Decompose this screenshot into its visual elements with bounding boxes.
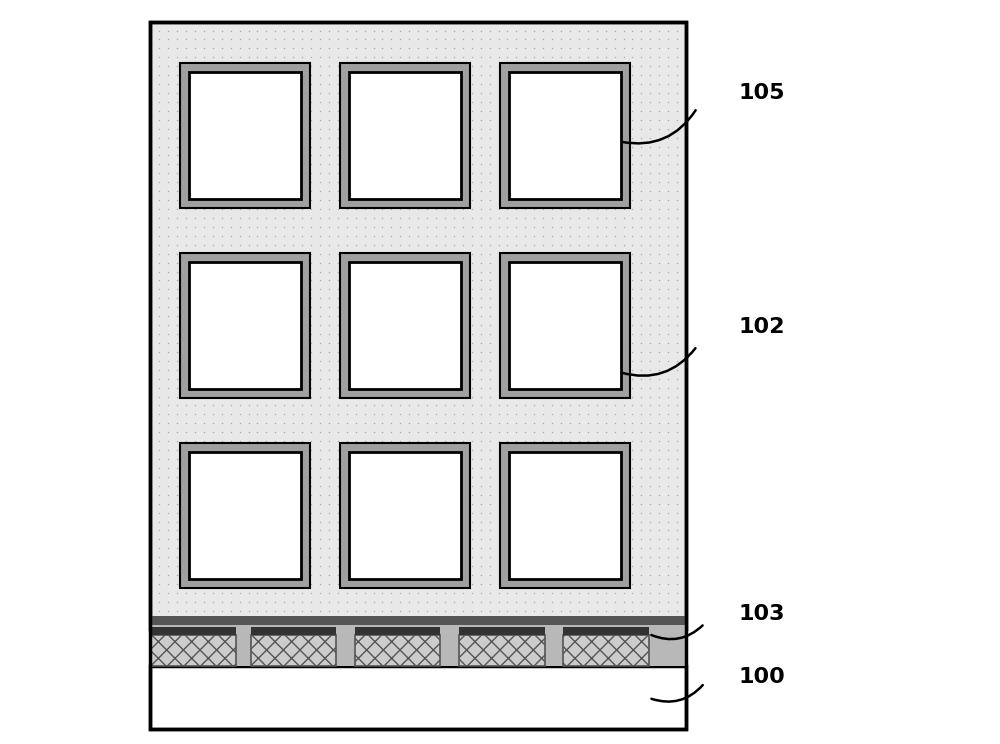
Bar	[349, 452, 461, 579]
Text: 102: 102	[738, 318, 785, 337]
Bar	[189, 262, 301, 389]
Bar	[180, 443, 310, 588]
Bar	[189, 72, 301, 199]
Bar	[509, 72, 621, 199]
Bar	[355, 635, 440, 666]
Bar	[509, 262, 621, 389]
Bar	[340, 253, 470, 398]
Bar	[340, 443, 470, 588]
Bar	[189, 262, 301, 389]
Bar	[349, 262, 461, 389]
Bar	[189, 452, 301, 579]
Bar	[150, 666, 686, 729]
Bar	[340, 63, 470, 208]
Bar	[349, 72, 461, 199]
Bar	[189, 72, 301, 199]
Bar	[500, 443, 630, 588]
Bar	[509, 72, 621, 199]
Bar	[459, 627, 545, 635]
Text: 103: 103	[738, 604, 785, 623]
Bar	[150, 22, 686, 629]
Bar	[150, 635, 236, 666]
Bar	[180, 63, 310, 208]
Bar	[349, 452, 461, 579]
Text: 100: 100	[738, 667, 785, 687]
Bar	[459, 635, 545, 666]
Bar	[349, 72, 461, 199]
Bar	[509, 452, 621, 579]
Bar	[150, 616, 686, 625]
Bar	[500, 63, 630, 208]
Bar	[563, 635, 649, 666]
Text: 105: 105	[738, 83, 785, 103]
Bar	[500, 253, 630, 398]
Bar	[563, 627, 649, 635]
Bar	[180, 253, 310, 398]
Bar	[355, 627, 440, 635]
Bar	[509, 452, 621, 579]
Bar	[251, 627, 336, 635]
Bar	[150, 22, 686, 729]
Bar	[349, 262, 461, 389]
Bar	[150, 627, 236, 635]
Bar	[150, 625, 686, 666]
Bar	[189, 452, 301, 579]
Bar	[509, 262, 621, 389]
Bar	[251, 635, 336, 666]
